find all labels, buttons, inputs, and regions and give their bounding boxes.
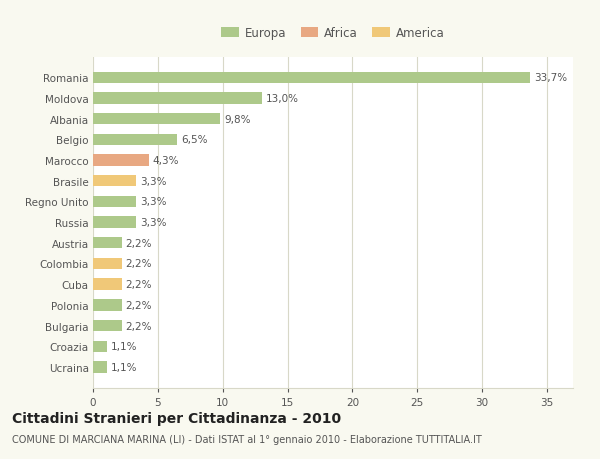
- Bar: [93, 258, 122, 269]
- Text: 3,3%: 3,3%: [140, 218, 166, 228]
- Text: 1,1%: 1,1%: [111, 362, 137, 372]
- Text: 6,5%: 6,5%: [181, 135, 208, 145]
- Text: 3,3%: 3,3%: [140, 197, 166, 207]
- Text: 1,1%: 1,1%: [111, 341, 137, 352]
- Bar: [93, 176, 136, 187]
- Bar: [93, 341, 107, 352]
- Text: 2,2%: 2,2%: [125, 259, 152, 269]
- Text: 13,0%: 13,0%: [266, 94, 299, 104]
- Bar: [93, 73, 530, 84]
- Legend: Europa, Africa, America: Europa, Africa, America: [217, 22, 449, 45]
- Bar: [93, 238, 122, 249]
- Bar: [93, 155, 149, 166]
- Bar: [93, 300, 122, 311]
- Bar: [93, 114, 220, 125]
- Text: 2,2%: 2,2%: [125, 300, 152, 310]
- Bar: [93, 320, 122, 331]
- Bar: [93, 196, 136, 207]
- Bar: [93, 279, 122, 290]
- Text: 2,2%: 2,2%: [125, 280, 152, 290]
- Text: 4,3%: 4,3%: [152, 156, 179, 166]
- Bar: [93, 217, 136, 228]
- Text: 2,2%: 2,2%: [125, 321, 152, 331]
- Bar: [93, 362, 107, 373]
- Text: 33,7%: 33,7%: [534, 73, 567, 83]
- Bar: [93, 93, 262, 104]
- Bar: [93, 134, 178, 146]
- Text: 9,8%: 9,8%: [224, 114, 251, 124]
- Text: Cittadini Stranieri per Cittadinanza - 2010: Cittadini Stranieri per Cittadinanza - 2…: [12, 411, 341, 425]
- Text: 3,3%: 3,3%: [140, 176, 166, 186]
- Text: 2,2%: 2,2%: [125, 238, 152, 248]
- Text: COMUNE DI MARCIANA MARINA (LI) - Dati ISTAT al 1° gennaio 2010 - Elaborazione TU: COMUNE DI MARCIANA MARINA (LI) - Dati IS…: [12, 434, 482, 444]
